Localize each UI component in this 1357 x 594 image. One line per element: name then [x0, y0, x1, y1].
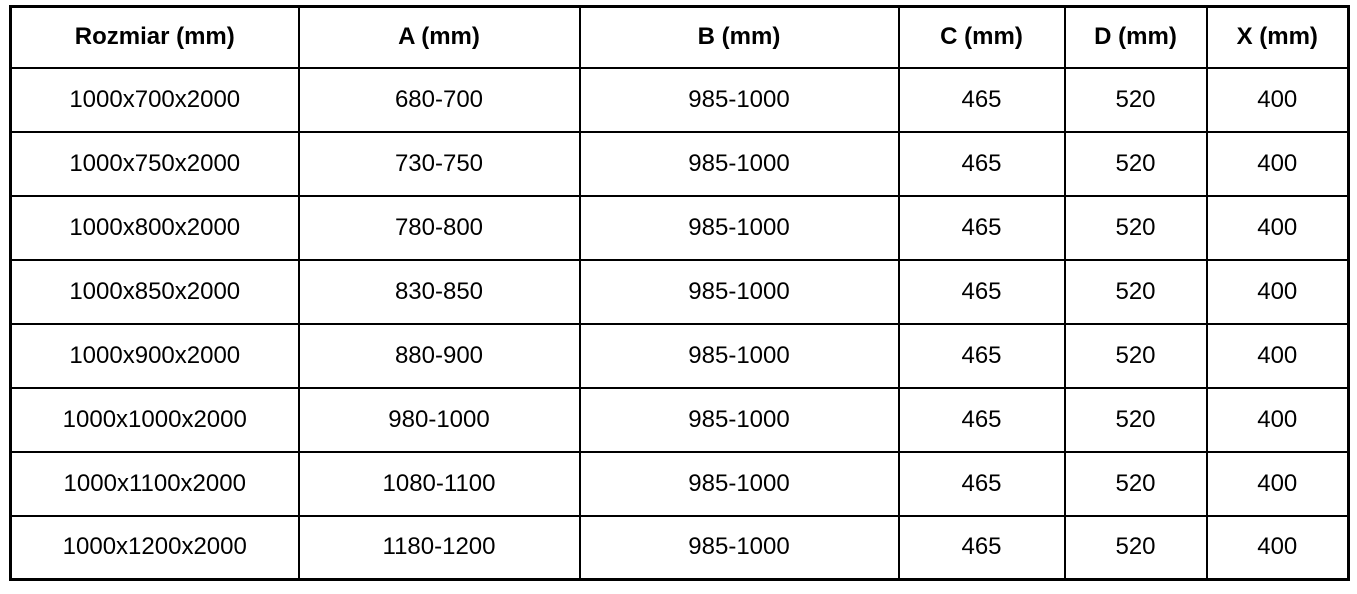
cell-c: 465: [897, 258, 1066, 325]
cell-x: 400: [1205, 194, 1350, 261]
cell-x: 400: [1205, 258, 1350, 325]
cell-c: 465: [897, 386, 1066, 453]
cell-rozmiar: 1000x1000x2000: [9, 386, 300, 453]
cell-d: 520: [1063, 194, 1208, 261]
cell-rozmiar: 1000x850x2000: [9, 258, 300, 325]
cell-d: 520: [1063, 386, 1208, 453]
cell-a: 880-900: [297, 322, 581, 389]
cell-rozmiar: 1000x1100x2000: [9, 450, 300, 517]
cell-c: 465: [897, 322, 1066, 389]
cell-b: 985-1000: [578, 386, 900, 453]
table-header-row: Rozmiar (mm) A (mm) B (mm) C (mm) D (mm)…: [9, 5, 1350, 69]
cell-b: 985-1000: [578, 66, 900, 133]
column-header-d: D (mm): [1063, 5, 1208, 69]
cell-x: 400: [1205, 66, 1350, 133]
cell-x: 400: [1205, 450, 1350, 517]
cell-a: 730-750: [297, 130, 581, 197]
cell-c: 465: [897, 514, 1066, 581]
cell-a: 1180-1200: [297, 514, 581, 581]
cell-c: 465: [897, 194, 1066, 261]
cell-a: 680-700: [297, 66, 581, 133]
table-row: 1000x850x2000 830-850 985-1000 465 520 4…: [9, 258, 1350, 325]
column-header-c: C (mm): [897, 5, 1066, 69]
column-header-x: X (mm): [1205, 5, 1350, 69]
table-row: 1000x1000x2000 980-1000 985-1000 465 520…: [9, 386, 1350, 453]
cell-c: 465: [897, 130, 1066, 197]
cell-b: 985-1000: [578, 130, 900, 197]
cell-b: 985-1000: [578, 258, 900, 325]
column-header-b: B (mm): [578, 5, 900, 69]
table-row: 1000x700x2000 680-700 985-1000 465 520 4…: [9, 66, 1350, 133]
cell-rozmiar: 1000x750x2000: [9, 130, 300, 197]
cell-a: 780-800: [297, 194, 581, 261]
cell-a: 830-850: [297, 258, 581, 325]
cell-b: 985-1000: [578, 514, 900, 581]
cell-x: 400: [1205, 130, 1350, 197]
cell-x: 400: [1205, 514, 1350, 581]
cell-b: 985-1000: [578, 450, 900, 517]
size-spec-table: Rozmiar (mm) A (mm) B (mm) C (mm) D (mm)…: [9, 5, 1350, 581]
table-body: 1000x700x2000 680-700 985-1000 465 520 4…: [9, 66, 1350, 581]
cell-c: 465: [897, 450, 1066, 517]
cell-x: 400: [1205, 322, 1350, 389]
table-row: 1000x750x2000 730-750 985-1000 465 520 4…: [9, 130, 1350, 197]
cell-rozmiar: 1000x1200x2000: [9, 514, 300, 581]
cell-b: 985-1000: [578, 194, 900, 261]
cell-a: 980-1000: [297, 386, 581, 453]
cell-d: 520: [1063, 66, 1208, 133]
column-header-rozmiar: Rozmiar (mm): [9, 5, 300, 69]
cell-a: 1080-1100: [297, 450, 581, 517]
cell-d: 520: [1063, 130, 1208, 197]
cell-d: 520: [1063, 514, 1208, 581]
cell-x: 400: [1205, 386, 1350, 453]
table-row: 1000x1200x2000 1180-1200 985-1000 465 52…: [9, 514, 1350, 581]
cell-rozmiar: 1000x700x2000: [9, 66, 300, 133]
table-row: 1000x900x2000 880-900 985-1000 465 520 4…: [9, 322, 1350, 389]
cell-rozmiar: 1000x800x2000: [9, 194, 300, 261]
table-row: 1000x1100x2000 1080-1100 985-1000 465 52…: [9, 450, 1350, 517]
cell-b: 985-1000: [578, 322, 900, 389]
cell-rozmiar: 1000x900x2000: [9, 322, 300, 389]
column-header-a: A (mm): [297, 5, 581, 69]
cell-c: 465: [897, 66, 1066, 133]
table-row: 1000x800x2000 780-800 985-1000 465 520 4…: [9, 194, 1350, 261]
cell-d: 520: [1063, 450, 1208, 517]
cell-d: 520: [1063, 258, 1208, 325]
cell-d: 520: [1063, 322, 1208, 389]
